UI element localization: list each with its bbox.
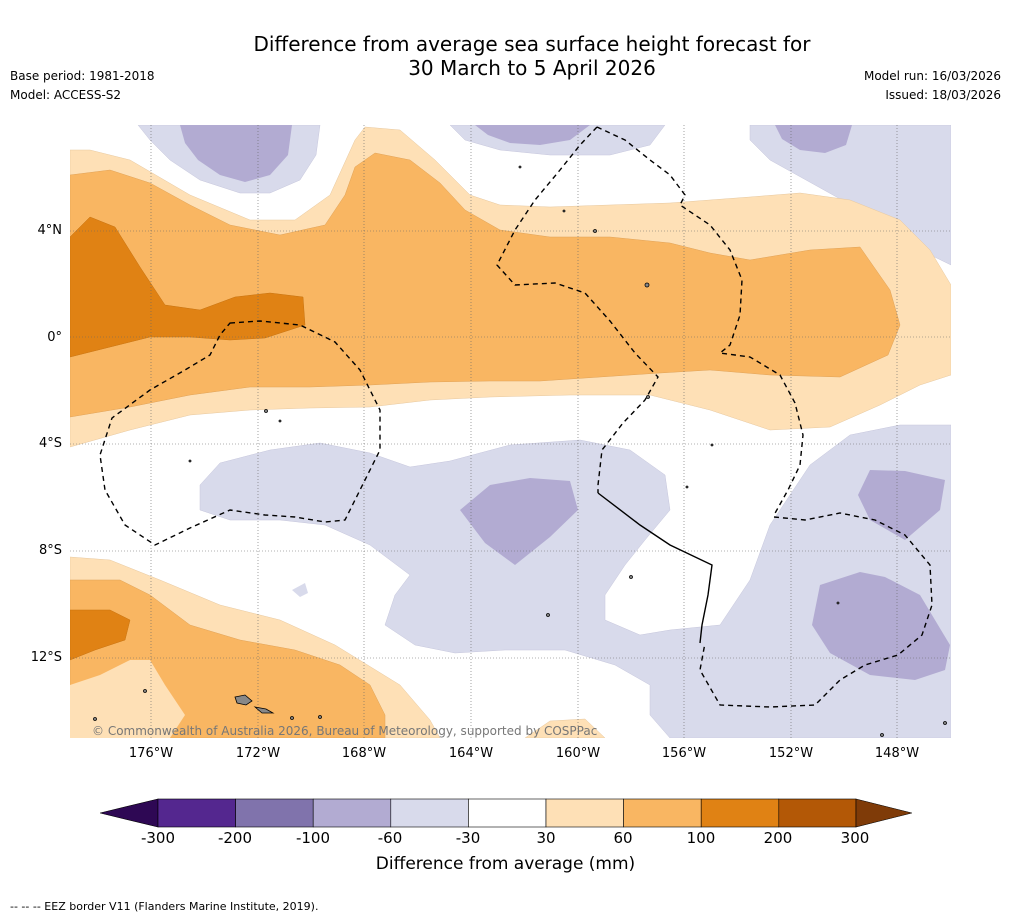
eez-border-center-left — [496, 126, 659, 493]
issued-text: Issued: 18/03/2026 — [885, 88, 1001, 102]
colorbar-arrow-right — [855, 798, 912, 828]
lat-label-0: 0° — [47, 330, 62, 345]
lon-label-156w: 156°W — [661, 746, 707, 761]
colorbar — [100, 798, 912, 828]
colorbar-segment — [778, 798, 857, 828]
copyright-text: © Commonwealth of Australia 2026, Bureau… — [92, 724, 597, 738]
eez-border-center — [596, 126, 804, 516]
negative-anomaly-region-south — [199, 424, 951, 738]
colorbar-segment — [545, 798, 624, 828]
lat-label-8s: 8°S — [38, 543, 62, 558]
islands — [93, 165, 947, 737]
colorbar-tick: 60 — [613, 829, 633, 847]
strong-negative-region-north-right — [775, 125, 852, 153]
colorbar-tick: 300 — [840, 829, 870, 847]
colorbar-tick: -100 — [295, 829, 331, 847]
colorbar-segment — [390, 798, 469, 828]
model-text: Model: ACCESS-S2 — [10, 88, 122, 102]
positive-anomaly-southwest-inner-clear — [70, 660, 185, 738]
colorbar-tick: 100 — [686, 829, 716, 847]
lat-label-12s: 12°S — [30, 650, 62, 665]
lon-label-176w: 176°W — [128, 746, 174, 761]
lon-label-172w: 172°W — [235, 746, 281, 761]
eez-border-west — [99, 320, 381, 546]
colorbar-segment — [468, 798, 547, 828]
map-title: Difference from average sea surface heig… — [0, 32, 1011, 80]
island-samoa-a — [234, 694, 253, 706]
island-samoa-b — [253, 706, 275, 714]
lon-label-168w: 168°W — [341, 746, 387, 761]
positive-anomaly-band-equatorial-mid — [70, 152, 901, 418]
lon-label-148w: 148°W — [874, 746, 920, 761]
lat-label-4s: 4°S — [38, 436, 62, 451]
strong-negative-region-north-left — [180, 125, 292, 182]
lon-label-160w: 160°W — [555, 746, 601, 761]
eez-borders — [99, 126, 933, 708]
negative-anomaly-small-patch — [292, 583, 308, 597]
meta-left: Base period: 1981-2018 Model: ACCESS-S2 — [10, 67, 155, 105]
eez-border-east — [699, 512, 933, 708]
eez-footnote: -- -- -- EEZ border V11 (Flanders Marine… — [10, 900, 319, 913]
positive-anomaly-band-equatorial-strong — [70, 216, 306, 358]
base-period-text: Base period: 1981-2018 — [10, 69, 155, 83]
colorbar-segment — [700, 798, 780, 828]
colorbar-segment — [312, 798, 392, 828]
model-run-text: Model run: 16/03/2026 — [863, 69, 1001, 83]
strong-negative-region-southeast — [812, 572, 950, 680]
colorbar-tick: -300 — [140, 829, 176, 847]
colorbar-tick: -30 — [455, 829, 481, 847]
colorbar-tick: -200 — [217, 829, 253, 847]
colorbar-segment — [235, 798, 314, 828]
colorbar-tick: 30 — [536, 829, 556, 847]
colorbar-arrow-left — [100, 798, 159, 828]
colorbar-tick: 200 — [763, 829, 793, 847]
meta-right: Model run: 16/03/2026 Issued: 18/03/2026 — [864, 67, 1001, 105]
colorbar-segment — [623, 798, 702, 828]
eez-border-solid — [597, 492, 713, 644]
lat-label-4n: 4°N — [37, 223, 63, 238]
colorbar-label: Difference from average (mm) — [375, 854, 636, 874]
strong-negative-region-east — [858, 470, 945, 540]
strong-negative-region-south-center — [460, 478, 578, 565]
lon-label-152w: 152°W — [768, 746, 814, 761]
positive-anomaly-southwest-strong — [70, 609, 131, 661]
positive-anomaly-south-center — [524, 718, 606, 738]
colorbar-tick: -60 — [377, 829, 403, 847]
strong-negative-region-north-center — [475, 125, 590, 145]
lon-label-164w: 164°W — [448, 746, 494, 761]
title-line-2: 30 March to 5 April 2026 — [408, 56, 656, 80]
graticule — [70, 125, 951, 738]
title-line-1: Difference from average sea surface heig… — [253, 32, 811, 56]
colorbar-segment — [157, 798, 236, 828]
sea-surface-height-map: © Commonwealth of Australia 2026, Bureau… — [70, 125, 951, 738]
